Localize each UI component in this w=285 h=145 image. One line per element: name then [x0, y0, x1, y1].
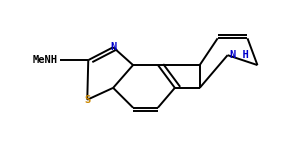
- Text: N H: N H: [230, 50, 249, 60]
- Text: MeNH: MeNH: [32, 55, 58, 65]
- Text: S: S: [84, 95, 90, 105]
- Text: N: N: [110, 42, 116, 52]
